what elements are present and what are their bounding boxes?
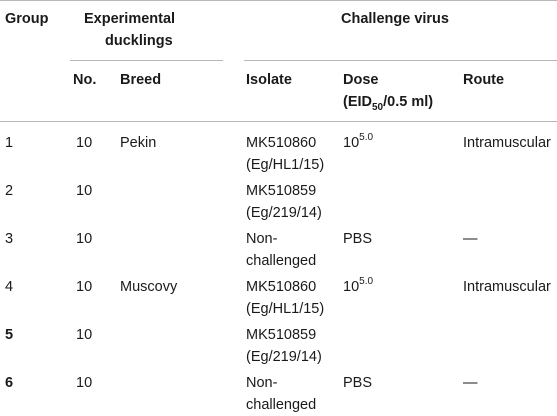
- cell-isolate-line1: MK510859: [246, 327, 317, 343]
- cell-isolate-line1: Non-: [246, 231, 278, 247]
- cell-route: Intramuscular: [463, 135, 551, 151]
- cell-route: —: [463, 231, 478, 247]
- header-group: Group: [5, 11, 49, 27]
- header-no: No.: [73, 72, 97, 88]
- header-dose-line2: (EID50/0.5 ml): [343, 94, 434, 113]
- cell-dose: 105.0: [343, 132, 374, 151]
- experimental-group-rule: [70, 60, 223, 61]
- cell-route: Intramuscular: [463, 279, 551, 295]
- cell-isolate-line1: MK510859: [246, 183, 317, 199]
- cell-isolate-line2: (Eg/219/14): [246, 205, 322, 221]
- cell-group: 3: [5, 231, 14, 247]
- header-route: Route: [463, 72, 505, 88]
- header-dose-line1: Dose: [343, 72, 379, 88]
- cell-no: 10: [76, 231, 93, 247]
- cell-isolate-line2: challenged: [246, 253, 317, 269]
- cell-group: 1: [5, 135, 14, 151]
- challenge-group-rule: [244, 60, 557, 61]
- header-experimental-line2: ducklings: [105, 33, 173, 49]
- cell-dose: PBS: [343, 231, 373, 247]
- header-breed: Breed: [120, 72, 162, 88]
- table-top-rule: [0, 0, 557, 1]
- cell-breed: Pekin: [120, 135, 157, 151]
- cell-group: 6: [5, 375, 14, 391]
- cell-isolate-line2: (Eg/HL1/15): [246, 157, 325, 173]
- cell-no: 10: [76, 279, 93, 295]
- cell-isolate-line2: challenged: [246, 397, 317, 413]
- cell-group: 4: [5, 279, 14, 295]
- cell-isolate-line2: (Eg/219/14): [246, 349, 322, 365]
- header-isolate: Isolate: [246, 72, 292, 88]
- cell-isolate-line1: Non-: [246, 375, 278, 391]
- cell-no: 10: [76, 183, 93, 199]
- cell-isolate-line1: MK510860: [246, 279, 317, 295]
- cell-group: 2: [5, 183, 14, 199]
- cell-isolate-line1: MK510860: [246, 135, 317, 151]
- cell-no: 10: [76, 327, 93, 343]
- cell-no: 10: [76, 375, 93, 391]
- cell-breed: Muscovy: [120, 279, 178, 295]
- header-challenge-virus: Challenge virus: [341, 11, 449, 27]
- cell-dose: PBS: [343, 375, 373, 391]
- cell-route: —: [463, 375, 478, 391]
- header-experimental-line1: Experimental: [84, 11, 176, 27]
- cell-no: 10: [76, 135, 93, 151]
- header-bottom-rule: [0, 121, 557, 122]
- cell-isolate-line2: (Eg/HL1/15): [246, 301, 325, 317]
- cell-dose: 105.0: [343, 276, 374, 295]
- cell-group: 5: [5, 327, 14, 343]
